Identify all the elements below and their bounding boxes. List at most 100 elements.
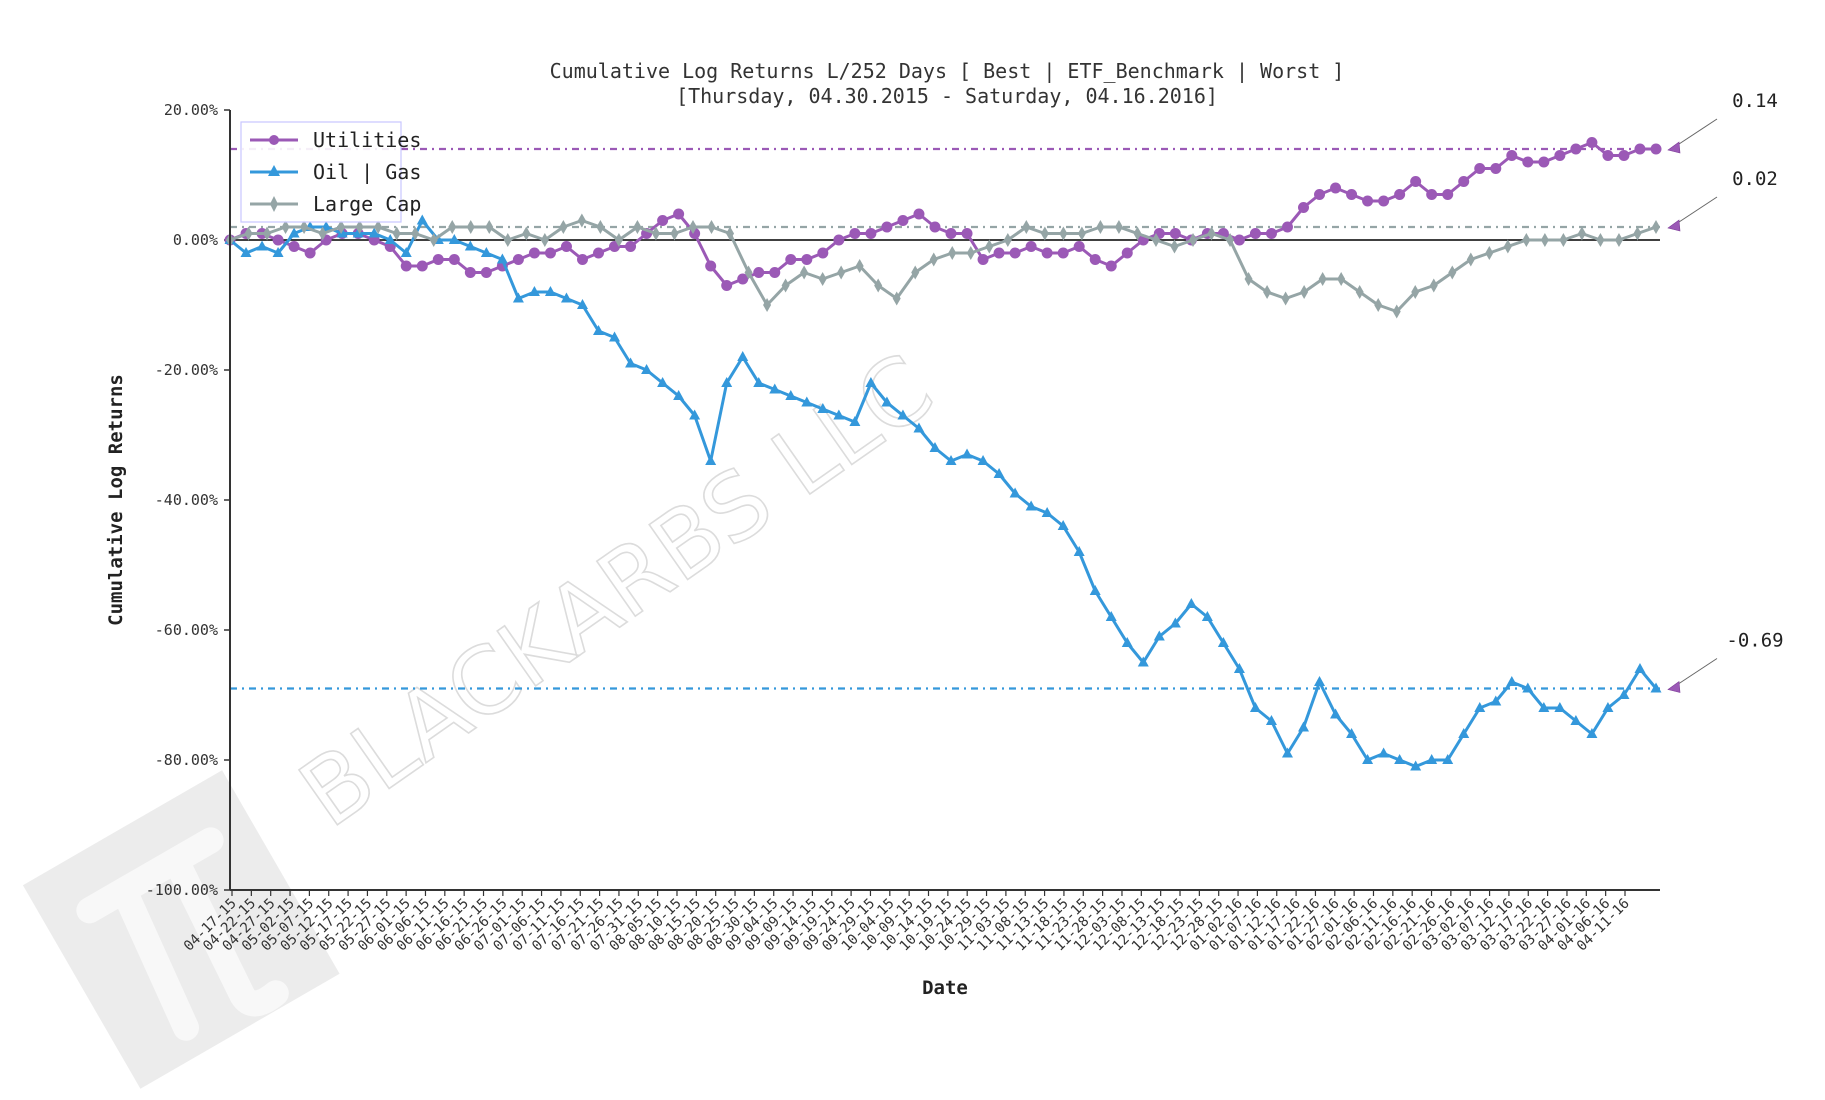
arrow-head-icon: [1667, 219, 1681, 232]
data-point: [1410, 176, 1422, 187]
data-point: [429, 233, 438, 247]
annotation-label: 0.02: [1732, 168, 1778, 190]
data-point: [503, 233, 512, 247]
series-large-cap: [226, 213, 1660, 319]
data-point: [480, 267, 492, 278]
y-tick-label: -80.00%: [155, 751, 218, 769]
chart-subtitle: [Thursday, 04.30.2015 - Saturday, 04.16.…: [676, 84, 1218, 108]
data-point: [432, 254, 444, 265]
data-point: [769, 267, 781, 278]
data-point: [1169, 228, 1181, 239]
data-point: [1506, 676, 1518, 686]
data-point: [1411, 285, 1420, 299]
data-point: [272, 234, 284, 246]
data-point: [897, 409, 909, 420]
data-point: [1089, 254, 1101, 265]
data-point: [1429, 278, 1438, 293]
data-point: [288, 227, 300, 238]
data-point: [576, 299, 588, 309]
data-point: [609, 331, 621, 342]
data-point: [1474, 702, 1486, 712]
data-point: [352, 227, 364, 238]
data-point: [651, 226, 660, 241]
data-point: [865, 377, 877, 387]
data-point: [1522, 233, 1531, 247]
data-point: [817, 403, 829, 413]
data-point: [1618, 689, 1630, 699]
data-point: [689, 409, 701, 420]
y-axis-label: Cumulative Log Returns: [105, 374, 127, 626]
data-point: [1244, 272, 1253, 286]
data-point: [1378, 195, 1390, 207]
data-point: [1410, 760, 1422, 771]
data-point: [593, 247, 605, 259]
data-point: [1041, 247, 1053, 259]
data-point: [818, 272, 827, 286]
data-point: [1249, 228, 1261, 239]
data-point: [817, 247, 829, 259]
data-point: [528, 247, 540, 259]
data-point: [1114, 220, 1123, 234]
data-point: [355, 220, 364, 234]
data-point: [1022, 220, 1031, 234]
data-point: [688, 220, 697, 234]
data-point: [1057, 247, 1069, 259]
data-point: [528, 286, 540, 296]
data-point: [977, 254, 989, 265]
data-point: [522, 226, 531, 241]
data-point: [263, 226, 272, 241]
data-point: [1185, 598, 1197, 608]
data-point: [1554, 150, 1566, 161]
annotations: 0.14 0.02 -0.69: [1667, 90, 1784, 693]
data-point: [849, 416, 861, 426]
data-point: [1346, 728, 1358, 738]
data-point: [336, 227, 348, 238]
data-point: [1426, 189, 1438, 200]
legend-label: Oil | Gas: [313, 160, 421, 184]
data-point: [769, 383, 781, 394]
data-point: [1503, 239, 1512, 254]
series-line: [229, 141, 1656, 287]
data-point: [272, 247, 284, 257]
data-point: [641, 364, 653, 374]
y-tick-label: 20.00%: [164, 101, 218, 119]
data-point: [1634, 143, 1646, 155]
data-point: [929, 252, 938, 267]
data-point: [961, 448, 973, 459]
data-point: [753, 267, 765, 278]
data-point: [300, 220, 309, 234]
data-point: [1362, 754, 1374, 764]
data-point: [1233, 234, 1245, 246]
data-point: [448, 234, 460, 244]
data-point: [948, 246, 957, 260]
data-point: [892, 291, 901, 306]
watermark-text: BLACKARBS LLC: [281, 334, 951, 848]
data-point: [945, 228, 957, 239]
data-point: [318, 226, 327, 241]
data-point: [837, 265, 846, 280]
data-point: [1554, 702, 1566, 712]
data-point: [913, 208, 925, 220]
data-point: [411, 226, 420, 241]
reference-lines: [230, 147, 1660, 690]
data-point: [1650, 143, 1662, 155]
data-point: [1374, 298, 1383, 312]
data-point: [1169, 617, 1181, 628]
data-point: [1041, 507, 1053, 517]
data-point: [657, 377, 669, 387]
data-point: [1522, 682, 1534, 693]
data-point: [1170, 239, 1179, 254]
data-point: [705, 260, 717, 272]
data-point: [480, 247, 492, 257]
data-point: [1538, 156, 1550, 168]
x-axis-ticks: 04-17-1504-22-1504-27-1505-02-1505-07-15…: [181, 890, 1633, 955]
data-point: [1300, 285, 1309, 299]
data-point: [244, 226, 253, 241]
data-point: [400, 247, 412, 257]
data-point: [744, 265, 753, 280]
data-point: [1466, 252, 1475, 267]
data-point: [1538, 702, 1550, 712]
data-point: [560, 241, 572, 252]
data-point: [1105, 611, 1117, 621]
